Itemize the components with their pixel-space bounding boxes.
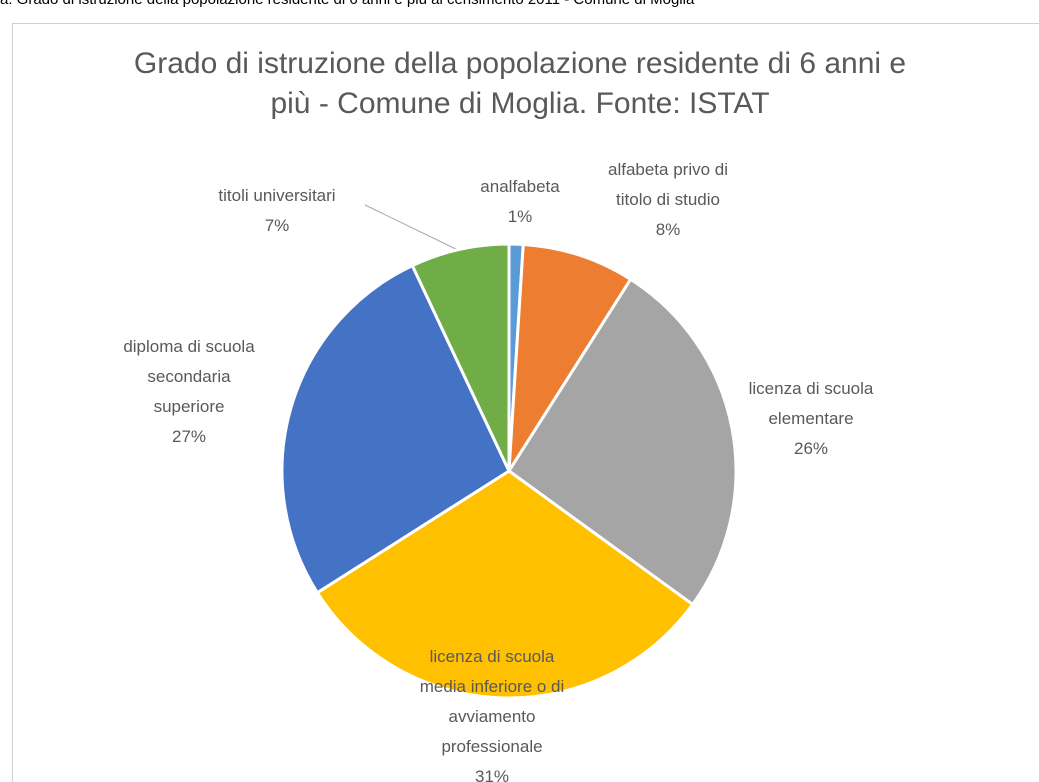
value-label: 8% [655,220,681,239]
caption: a. Grado di istruzione della popolazione… [0,0,1039,8]
data-label: diploma di scuola secondaria superiore 27… [117,332,262,452]
leader-line [364,204,463,253]
data-label: licenza di scuola elementare 26% [731,374,891,464]
pie-slice [315,469,695,700]
value-label: 27% [171,427,207,446]
pie-slice [280,263,511,595]
chart-frame [12,23,1039,782]
category-label: licenza di scuola elementare [748,379,874,428]
pie-slice [410,242,511,472]
value-label: 31% [474,767,510,782]
value-label: 1% [507,207,533,226]
category-label: analfabeta [480,177,560,196]
data-label: analfabeta 1% [455,172,585,232]
category-label: alfabeta privo di titolo di studio [607,160,729,209]
category-label: titoli universitari [218,186,336,205]
value-label: 7% [264,216,290,235]
data-label: licenza di scuola media inferiore o di a… [407,642,577,782]
data-label: alfabeta privo di titolo di studio 8% [593,155,743,245]
category-label: diploma di scuola secondaria superiore [123,337,255,416]
pie-slice [507,242,633,472]
pie-slice [506,277,738,607]
chart-title: Grado di istruzione della popolazione re… [133,47,907,120]
value-label: 26% [793,439,829,458]
data-label: titoli universitari 7% [177,181,377,241]
category-label: licenza di scuola media inferiore o di a… [419,647,565,756]
